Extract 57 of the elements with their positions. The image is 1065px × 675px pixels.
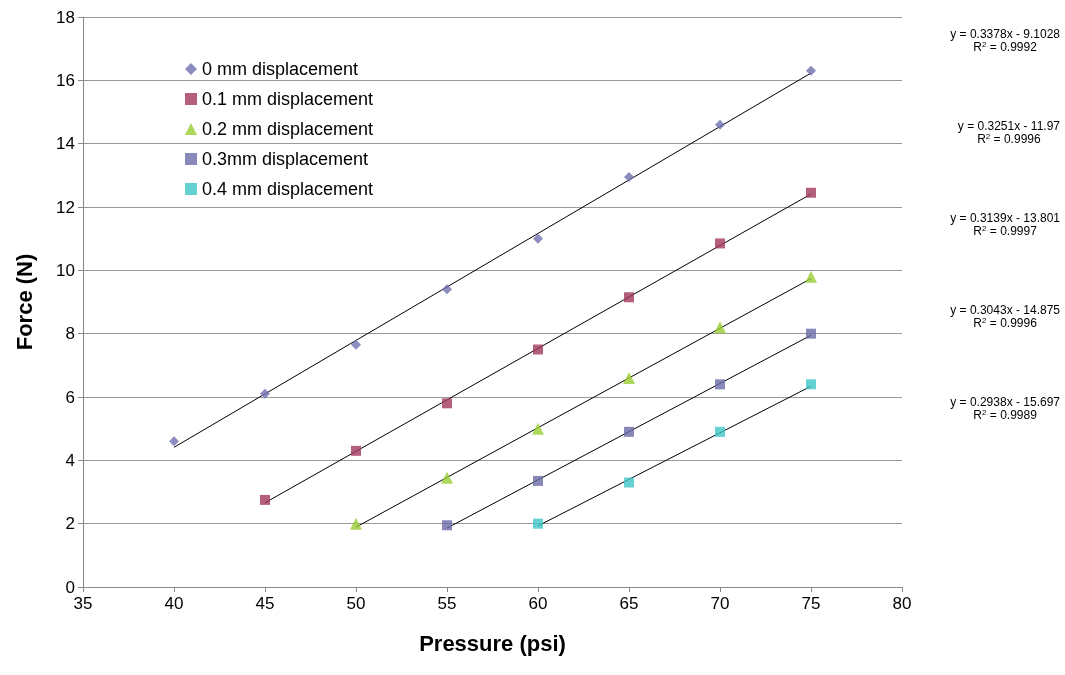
point [715, 379, 725, 390]
point [442, 284, 452, 295]
y-tick-label: 6 [65, 387, 75, 407]
point [806, 65, 816, 76]
y-tick-label: 4 [65, 450, 75, 470]
x-tick-label: 70 [710, 594, 730, 613]
point [533, 233, 543, 244]
point [533, 475, 543, 486]
point [715, 119, 725, 130]
legend-label: 0.1 mm displacement [202, 89, 374, 109]
point [624, 426, 634, 437]
point [441, 471, 453, 484]
x-tick-label: 45 [255, 594, 275, 613]
point [714, 321, 726, 334]
y-tick-label: 2 [65, 514, 75, 534]
point [260, 388, 270, 399]
x-tick-label: 65 [619, 594, 639, 613]
x-tick-label: 50 [346, 594, 366, 613]
point [806, 379, 816, 390]
point [260, 494, 270, 505]
point [624, 477, 634, 488]
legend-label: 0 mm displacement [202, 59, 359, 79]
point [350, 517, 362, 530]
point [533, 344, 543, 355]
x-axis-title: Pressure (psi) [419, 630, 566, 656]
point [805, 270, 817, 283]
y-axis-title: Force (N) [11, 253, 37, 351]
x-tick-label: 75 [801, 594, 821, 613]
y-tick-label: 18 [56, 7, 75, 27]
y-tick-label: 8 [65, 324, 75, 344]
point [623, 372, 635, 384]
point [532, 422, 544, 435]
x-tick-label: 55 [437, 594, 457, 613]
y-tick-label: 16 [56, 70, 75, 90]
x-tick-label: 40 [164, 594, 184, 613]
legend-label: 0.4 mm displacement [202, 179, 374, 199]
point [169, 436, 179, 447]
point [624, 292, 634, 303]
x-tick-label: 80 [892, 594, 912, 613]
legend-label: 0.3mm displacement [202, 149, 369, 169]
point [806, 187, 816, 198]
y-tick-label: 0 [65, 577, 75, 597]
point [624, 171, 634, 182]
y-tick-label: 14 [56, 134, 75, 154]
point [715, 238, 725, 249]
point [351, 339, 361, 350]
x-tick-label: 60 [528, 594, 548, 613]
point [715, 426, 725, 437]
point [351, 445, 361, 456]
y-tick-label: 10 [56, 260, 75, 280]
point [533, 518, 543, 529]
legend-label: 0.2 mm displacement [202, 119, 374, 139]
x-tick-label: 35 [73, 594, 93, 613]
point [442, 398, 452, 409]
point [806, 328, 816, 339]
y-tick-label: 12 [56, 197, 75, 217]
point [442, 520, 452, 531]
